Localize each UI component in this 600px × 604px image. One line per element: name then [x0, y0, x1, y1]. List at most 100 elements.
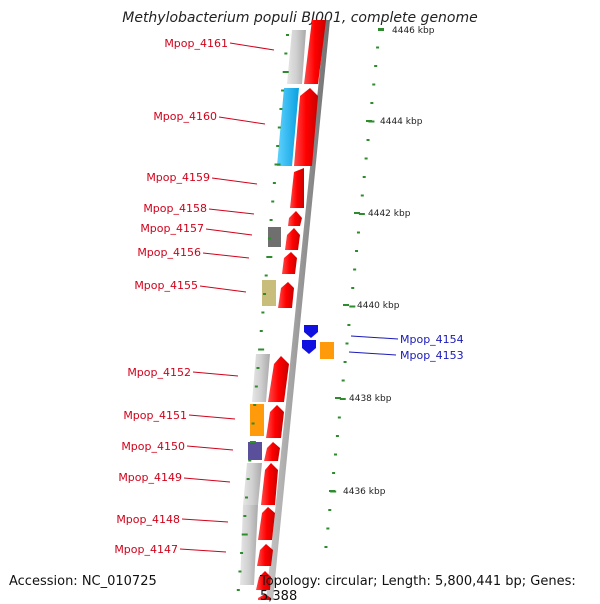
scale-tick-mark [326, 527, 330, 530]
scale-tick-mark [353, 268, 357, 271]
cds-arrow-4145 [258, 594, 271, 600]
inner-tick-mark [271, 200, 275, 203]
gene-label-mpop-4158: Mpop_4158 [143, 202, 207, 215]
gene-label-mpop-4150: Mpop_4150 [121, 440, 185, 453]
gene-track-4150-purple [248, 442, 262, 460]
scale-tick-label: 4436 kbp [343, 487, 386, 497]
cds-arrow-4147 [257, 544, 273, 566]
inner-tick-mark [243, 515, 247, 517]
scale-tick-mark [349, 305, 356, 308]
label-connectors [179, 42, 399, 553]
inner-tick-mark [248, 459, 252, 462]
cds-arrow-4159 [290, 168, 304, 208]
scale-major-tick [354, 212, 360, 214]
accession-text: Accession: NC_010725 [9, 574, 157, 589]
inner-tick-mark [276, 145, 280, 147]
inner-tick-mark [236, 589, 240, 591]
cds-arrow-4155 [278, 282, 294, 308]
cds-arrow-4150 [264, 442, 280, 461]
scale-tick-mark [335, 435, 339, 437]
scale-tick-mark [332, 472, 336, 474]
scale-tick-mark [356, 231, 360, 234]
scale-tick-label: 4442 kbp [368, 209, 411, 219]
scale-tick-mark [364, 157, 368, 160]
inner-tick-mark [269, 219, 273, 221]
gene-label-mpop-4147: Mpop_4147 [114, 543, 178, 556]
scale-tick-mark [366, 139, 370, 141]
inner-tick-mark [259, 330, 263, 332]
scale-tick-mark [374, 65, 378, 67]
scale-tick-mark [324, 546, 328, 548]
inner-tick-mark [284, 52, 288, 55]
scale-tick-mark [360, 194, 364, 197]
inner-tick-mark [249, 441, 256, 443]
scale-tick-mark [372, 83, 376, 86]
gene-track-4161-gray [287, 30, 306, 84]
scale-tick-mark [343, 361, 347, 363]
inner-tick-mark [286, 34, 289, 36]
inner-tick-mark [240, 552, 244, 554]
inner-tick-mark [279, 108, 283, 110]
scale-tick-mark [358, 213, 365, 215]
gene-track-4153-orange [320, 342, 334, 359]
inner-tick-mark [264, 274, 268, 277]
gene-label-mpop-4157: Mpop_4157 [140, 222, 204, 235]
cds-arrow-4161 [304, 20, 326, 84]
scale-tick-label: 4440 kbp [357, 301, 400, 311]
gene-track-4151-orange [250, 404, 264, 436]
scale-tick-mark [347, 324, 351, 326]
inner-tick-mark [238, 570, 242, 573]
cds-arrow-4149 [261, 463, 278, 505]
gene-track-4152-gray [252, 354, 270, 402]
scale-tick-mark [337, 416, 341, 419]
scale-tick-mark [376, 46, 380, 49]
inner-tick-mark [256, 367, 260, 369]
gene-label-mpop-4151: Mpop_4151 [123, 409, 187, 422]
gene-track-4157-gray [268, 227, 281, 247]
cds-arrow-4153 [302, 340, 316, 354]
scale-major-tick [366, 120, 372, 122]
inner-tick-mark [266, 256, 273, 258]
inner-tick-mark [267, 237, 271, 240]
inner-tick-mark [282, 71, 289, 73]
inner-tick-mark [263, 293, 267, 295]
cds-arrow-4151 [266, 405, 284, 438]
inner-tick-mark [251, 422, 255, 425]
cds-arrow-4157 [285, 228, 300, 250]
cds-arrow-4158 [288, 211, 302, 226]
scale-tick-mark [355, 250, 359, 252]
gene-label-mpop-4152: Mpop_4152 [127, 366, 191, 379]
gene-label-mpop-4159: Mpop_4159 [146, 171, 210, 184]
scale-major-tick [335, 397, 341, 399]
gene-label-mpop-4155: Mpop_4155 [134, 279, 198, 292]
cds-arrow-4148 [258, 507, 275, 540]
inner-tick-mark [253, 404, 257, 406]
gene-label-mpop-4149: Mpop_4149 [118, 471, 182, 484]
inner-tick-mark [277, 126, 281, 129]
gene-track-4149-gray [243, 463, 262, 505]
inner-tick-mark [274, 163, 281, 166]
inner-tick-mark [281, 89, 285, 92]
gene-label-mpop-4161: Mpop_4161 [164, 37, 228, 50]
scale-tick-mark [339, 398, 346, 400]
gene-label-mpop-4148: Mpop_4148 [116, 513, 180, 526]
inner-tick-mark [246, 478, 250, 480]
gene-track-4155-khaki [262, 280, 276, 306]
gene-labels: Mpop_4161 Mpop_4160 Mpop_4159 Mpop_4158 Mpop… [114, 37, 463, 556]
inner-tick-mark [272, 182, 276, 184]
gene-label-mpop-4154: Mpop_4154 [400, 333, 464, 346]
scale-tick-mark [362, 176, 366, 178]
cds-arrow-4160 [294, 88, 318, 166]
genome-backbone [266, 20, 330, 600]
map-title: Methylobacterium populi BJ001, complete … [122, 10, 478, 26]
cds-arrow-4152 [268, 356, 289, 402]
inner-tick-mark [241, 533, 248, 536]
scale-tick-mark [334, 453, 338, 456]
cds-arrow-4146 [256, 571, 271, 590]
gene-track-4148-gray [240, 505, 258, 585]
scale-tick-mark [345, 342, 349, 345]
scale-major-tick [329, 490, 335, 492]
inner-tick-mark [244, 496, 248, 499]
gene-label-mpop-4156: Mpop_4156 [137, 246, 201, 259]
